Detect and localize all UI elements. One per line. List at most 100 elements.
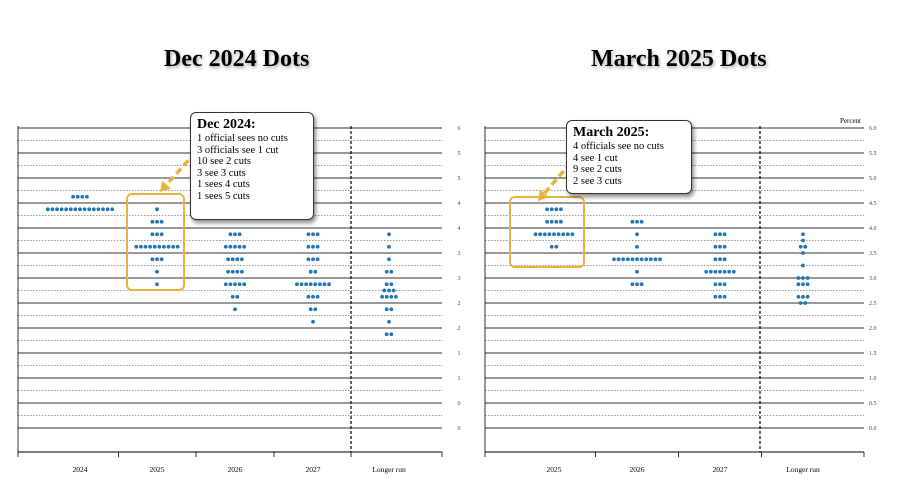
- left-dot: [233, 232, 237, 237]
- left-dot: [315, 294, 320, 299]
- right-dot: [718, 269, 722, 274]
- right-dot: [547, 232, 552, 237]
- right-dot: [554, 244, 559, 249]
- left-dot: [71, 194, 75, 199]
- right-dot: [552, 232, 556, 237]
- left-dot: [304, 282, 308, 287]
- right-x-tick-label: 2025: [547, 465, 562, 474]
- right-dot: [549, 219, 554, 224]
- left-dot: [387, 319, 391, 324]
- left-dot: [45, 207, 50, 212]
- left-x-tick-label: 2025: [150, 465, 165, 474]
- left-dot: [311, 257, 315, 262]
- left-y-tick-label: 5: [458, 176, 461, 182]
- right-y-tick-label: 3.5: [869, 251, 877, 257]
- left-callout-arrow: [163, 142, 205, 188]
- left-dot: [75, 194, 80, 199]
- right-dot: [718, 294, 722, 299]
- right-dot: [727, 269, 732, 274]
- left-dot: [233, 307, 237, 312]
- left-dot: [139, 244, 143, 249]
- right-dot: [805, 282, 810, 287]
- right-dot: [635, 257, 639, 262]
- left-y-tick-label: 2: [458, 301, 461, 307]
- left-dot: [233, 282, 237, 287]
- left-annotation-line: 3 officials see 1 cut: [197, 144, 279, 156]
- right-dot: [805, 276, 810, 280]
- left-dot: [159, 232, 164, 237]
- right-dot: [722, 232, 727, 237]
- left-dot: [237, 232, 242, 237]
- left-dot: [162, 244, 166, 249]
- left-y-tick-label: 3: [458, 251, 461, 257]
- left-annotation-title: Dec 2024:: [197, 117, 256, 132]
- right-dot: [801, 238, 805, 243]
- left-dot: [327, 282, 331, 287]
- left-dot: [226, 257, 231, 262]
- left-dot: [313, 269, 318, 274]
- left-dot: [143, 244, 148, 249]
- left-dot: [380, 294, 384, 299]
- left-dot: [96, 207, 101, 212]
- right-callout-arrowhead: [538, 189, 550, 201]
- right-y-tick-label: 5.0: [869, 176, 877, 182]
- left-dot: [242, 282, 247, 287]
- left-dot: [387, 257, 391, 262]
- left-dot: [235, 269, 240, 274]
- right-dot: [639, 282, 644, 287]
- right-dot: [801, 232, 805, 237]
- left-dot: [223, 244, 228, 249]
- left-dot: [152, 244, 157, 249]
- left-dot: [311, 294, 315, 299]
- left-y-tick-label: 4: [458, 226, 461, 232]
- right-dot: [731, 269, 736, 274]
- right-dot: [805, 294, 810, 299]
- right-dot: [616, 257, 621, 262]
- left-dot: [240, 269, 244, 274]
- left-dot: [315, 232, 320, 237]
- right-y-tick-label: 0.0: [869, 426, 877, 432]
- right-dot: [796, 282, 801, 287]
- left-dot: [384, 282, 389, 287]
- right-dot: [713, 282, 718, 287]
- left-dot: [64, 207, 69, 212]
- left-dot: [166, 244, 171, 249]
- right-dot: [630, 282, 635, 287]
- left-dot: [391, 288, 396, 293]
- left-dot: [230, 269, 235, 274]
- left-dot: [389, 282, 394, 287]
- left-annotation-box: Dec 2024: 1 official sees no cuts 3 offi…: [190, 112, 314, 220]
- left-dot: [110, 207, 115, 212]
- left-dot: [387, 288, 391, 293]
- left-dot: [315, 257, 320, 262]
- left-annotation-line: 1 sees 4 cuts: [197, 179, 250, 191]
- right-dot: [713, 244, 718, 249]
- left-dot: [311, 319, 315, 324]
- left-dot: [82, 207, 87, 212]
- right-dot: [796, 294, 801, 299]
- left-dot: [233, 244, 237, 249]
- left-dot: [240, 257, 244, 262]
- right-y-tick-label: 2.5: [869, 301, 877, 307]
- left-x-tick-label: 2024: [73, 465, 88, 474]
- right-dot: [542, 232, 547, 237]
- left-dot: [155, 232, 159, 237]
- right-dot: [561, 232, 566, 237]
- right-x-tick-label: Longer run: [786, 465, 820, 474]
- right-dot: [625, 257, 630, 262]
- left-dot: [299, 282, 304, 287]
- right-dot: [570, 232, 575, 237]
- left-dot: [171, 244, 176, 249]
- right-dot: [722, 294, 727, 299]
- right-dot: [554, 207, 559, 212]
- left-dot: [311, 232, 315, 237]
- right-dot: [639, 219, 644, 224]
- right-dot: [798, 244, 803, 249]
- left-dot: [150, 232, 155, 237]
- left-chart-title: Dec 2024 Dots: [164, 46, 310, 72]
- right-annotation-box: March 2025: 4 officials see no cuts 4 se…: [566, 120, 692, 194]
- left-dot: [73, 207, 78, 212]
- right-x-tick-label: 2027: [713, 465, 728, 474]
- right-dot: [713, 232, 718, 237]
- right-y-axis-label: Percent: [840, 117, 861, 125]
